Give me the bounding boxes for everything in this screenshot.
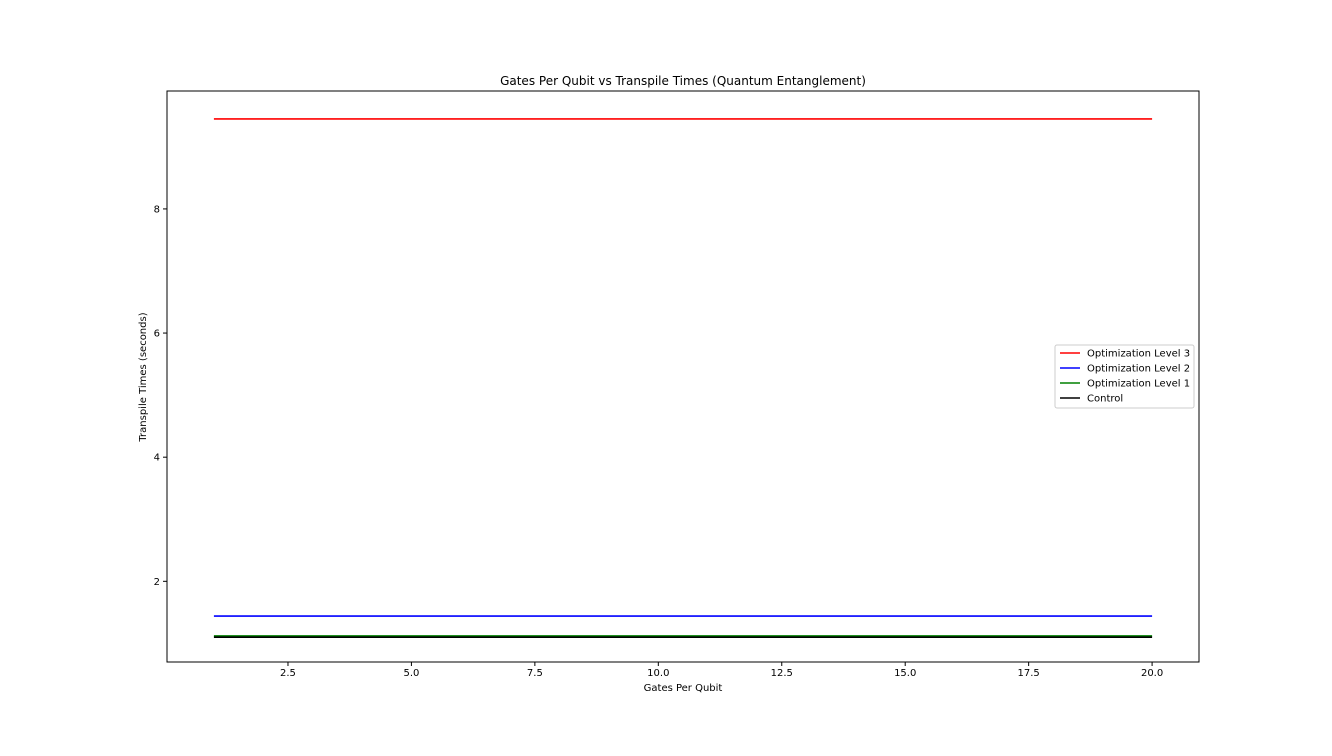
legend: Optimization Level 3 Optimization Level 2… (1054, 344, 1195, 409)
x-tick-label: 2.5 (280, 668, 296, 679)
y-tick-label: 8 (154, 204, 160, 215)
x-tick-label: 15.0 (894, 668, 916, 679)
legend-label: Optimization Level 3 (1087, 349, 1190, 360)
x-tick-label: 5.0 (403, 668, 419, 679)
y-tick-label: 4 (154, 453, 160, 464)
plot-lines (213, 118, 1153, 638)
x-axis-title: Gates Per Qubit (644, 683, 723, 694)
x-tick-label: 17.5 (1018, 668, 1040, 679)
y-axis: 2 4 6 8 (154, 204, 167, 588)
y-tick-label: 6 (154, 329, 160, 340)
legend-label: Optimization Level 2 (1087, 364, 1190, 375)
x-tick-label: 10.0 (647, 668, 669, 679)
chart-title: Gates Per Qubit vs Transpile Times (Quan… (500, 74, 866, 88)
x-tick-label: 7.5 (527, 668, 543, 679)
legend-label: Optimization Level 1 (1087, 379, 1190, 390)
y-axis-title: Transpile Times (seconds) (138, 312, 149, 442)
x-tick-label: 12.5 (771, 668, 793, 679)
legend-label: Control (1087, 394, 1123, 405)
plot-frame (166, 90, 1200, 663)
y-tick-label: 2 (154, 577, 160, 588)
x-tick-label: 20.0 (1141, 668, 1163, 679)
x-axis: 2.5 5.0 7.5 10.0 12.5 15.0 17.5 20.0 (280, 662, 1163, 679)
legend-box (1054, 344, 1195, 409)
